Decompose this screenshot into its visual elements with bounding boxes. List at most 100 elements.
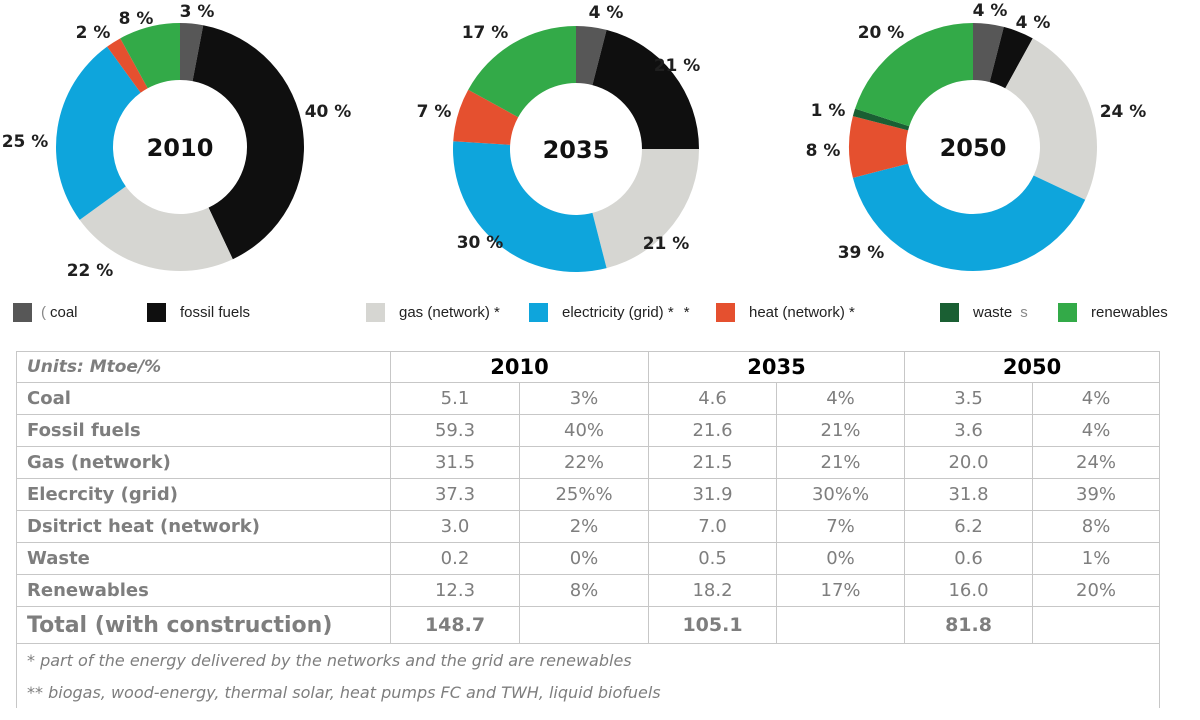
- footnote-row: * part of the energy delivered by the ne…: [15, 643, 1161, 676]
- legend-swatch-coal: [13, 302, 32, 322]
- legend-label-gas: gas (network) *: [399, 303, 500, 321]
- table-cell: 31.9: [648, 478, 778, 511]
- slice-waste-2050: [852, 108, 910, 131]
- data-label-elec-2010: 25 %: [2, 132, 49, 152]
- data-label-renew-2035: 17 %: [462, 23, 509, 43]
- table-cell: 0.6: [904, 542, 1034, 575]
- data-label-waste-2050: 1 %: [811, 101, 846, 121]
- slice-gas-2050: [1005, 38, 1097, 200]
- slice-elec-2010: [56, 46, 141, 220]
- table-cell: 8%: [1032, 510, 1161, 543]
- slice-heat-2035: [453, 89, 519, 145]
- legend-label-waste-suffix: s: [1020, 303, 1028, 321]
- table-cell: 40%: [518, 414, 650, 447]
- row-label: Waste: [16, 542, 391, 575]
- data-label-heat-2035: 7 %: [417, 102, 452, 122]
- data-label-fossil-2035: 21 %: [654, 56, 701, 76]
- legend-swatch-heat: [716, 302, 735, 322]
- table-cell: 31.8: [904, 478, 1034, 511]
- data-label-heat-2010: 2 %: [76, 23, 111, 43]
- legend-stray-char: (: [41, 303, 46, 321]
- slice-renew-2050: [855, 23, 973, 127]
- legend-swatch-renewables: [1058, 302, 1077, 322]
- table-cell: 2%: [518, 510, 650, 543]
- slice-gas-2010: [79, 186, 233, 271]
- table-cell: 0%: [776, 542, 906, 575]
- table-row: Gas (network) 31.5 22% 21.5 21% 20.0 24%: [16, 446, 1161, 479]
- row-label: Elecrcity (grid): [16, 478, 391, 511]
- donut-chart-2050: 4 % 4 % 24 % 39 % 8 % 1 % 20 % 2050: [806, 1, 1147, 271]
- total-cell: 105.1: [648, 606, 778, 644]
- table-cell: 3.6: [904, 414, 1034, 447]
- donut-center-year-2010: 2010: [147, 134, 214, 162]
- slice-heat-2050: [849, 116, 909, 178]
- data-label-fossil-2010: 40 %: [305, 102, 352, 122]
- table-cell: 8%: [518, 574, 650, 607]
- data-label-gas-2050: 24 %: [1100, 102, 1147, 122]
- table-row: Renewables 12.3 8% 18.2 17% 16.0 20%: [16, 574, 1161, 607]
- total-cell: [1032, 606, 1161, 644]
- total-cell: [518, 606, 650, 644]
- row-label: Dsitrict heat (network): [16, 510, 391, 543]
- table-cell: 18.2: [648, 574, 778, 607]
- table-cell: 0.2: [390, 542, 520, 575]
- total-cell: [776, 606, 906, 644]
- row-label: Renewables: [16, 574, 391, 607]
- energy-table: Units: Mtoe/% 2010 2035 2050 Coal 5.1 3% 4.…: [15, 351, 1161, 708]
- slice-fossil-2010: [192, 25, 304, 260]
- table-cell: 1%: [1032, 542, 1161, 575]
- table-cell: 20%: [1032, 574, 1161, 607]
- slice-coal-2035: [576, 26, 607, 86]
- table-cell: 31.5: [390, 446, 520, 479]
- legend-swatch-gas: [366, 302, 385, 322]
- legend-item-renewables: renewables: [1058, 300, 1168, 324]
- table-cell: 4%: [1032, 382, 1161, 415]
- data-label-coal-2035: 4 %: [589, 3, 624, 23]
- table-cell: 21.6: [648, 414, 778, 447]
- total-cell: 81.8: [904, 606, 1034, 644]
- slice-coal-2010: [180, 23, 204, 82]
- table-cell: 3.0: [390, 510, 520, 543]
- legend-label-coal: coal: [50, 303, 78, 321]
- year-header-2010: 2010: [389, 351, 650, 383]
- table-cell: 30%%: [776, 478, 906, 511]
- table-row: Coal 5.1 3% 4.6 4% 3.5 4%: [16, 382, 1161, 415]
- legend-item-electricity: electricity (grid) * *: [529, 300, 690, 324]
- legend-item-coal: ( coal: [13, 300, 78, 324]
- donut-center-year-2035: 2035: [543, 136, 610, 164]
- table-cell: 39%: [1032, 478, 1161, 511]
- table-cell: 4%: [1032, 414, 1161, 447]
- table-header-row: Units: Mtoe/% 2010 2035 2050: [16, 351, 1161, 383]
- table-cell: 59.3: [390, 414, 520, 447]
- slice-gas-2035: [592, 149, 699, 269]
- table-cell: 21.5: [648, 446, 778, 479]
- slice-elec-2035: [452, 141, 607, 273]
- data-label-gas-2010: 22 %: [67, 261, 114, 281]
- footnote-2: ** biogas, wood-energy, thermal solar, h…: [15, 676, 1161, 708]
- slice-heat-2010: [107, 38, 148, 93]
- legend-label-waste: waste: [973, 303, 1013, 321]
- slice-elec-2050: [852, 163, 1086, 271]
- legend-item-waste: waste s: [940, 300, 1028, 324]
- table-row: Dsitrict heat (network) 3.0 2% 7.0 7% 6.2 8%: [16, 510, 1161, 543]
- data-label-gas-2035: 21 %: [643, 234, 690, 254]
- table-cell: 12.3: [390, 574, 520, 607]
- row-label: Coal: [16, 382, 391, 415]
- table-cell: 21%: [776, 446, 906, 479]
- data-label-renew-2010: 8 %: [119, 9, 154, 29]
- table-row: Waste 0.2 0% 0.5 0% 0.6 1%: [16, 542, 1161, 575]
- table-cell: 0%: [518, 542, 650, 575]
- data-label-renew-2050: 20 %: [858, 23, 905, 43]
- table-cell: 6.2: [904, 510, 1034, 543]
- table-total-row: Total (with construction) 148.7 105.1 81…: [16, 606, 1161, 644]
- table-cell: 0.5: [648, 542, 778, 575]
- table-cell: 24%: [1032, 446, 1161, 479]
- table-cell: 4.6: [648, 382, 778, 415]
- donut-charts: 3 % 40 % 22 % 25 % 2 % 8 % 2010 4 % 21 % 21 % 30 …: [2, 1, 1147, 281]
- year-header-2050: 2050: [904, 351, 1161, 383]
- data-label-fossil-2050: 4 %: [1016, 13, 1051, 33]
- year-header-2035: 2035: [648, 351, 906, 383]
- data-label-elec-2050: 39 %: [838, 243, 885, 263]
- data-label-elec-2035: 30 %: [457, 233, 504, 253]
- legend-label-electricity-suffix: *: [683, 303, 690, 321]
